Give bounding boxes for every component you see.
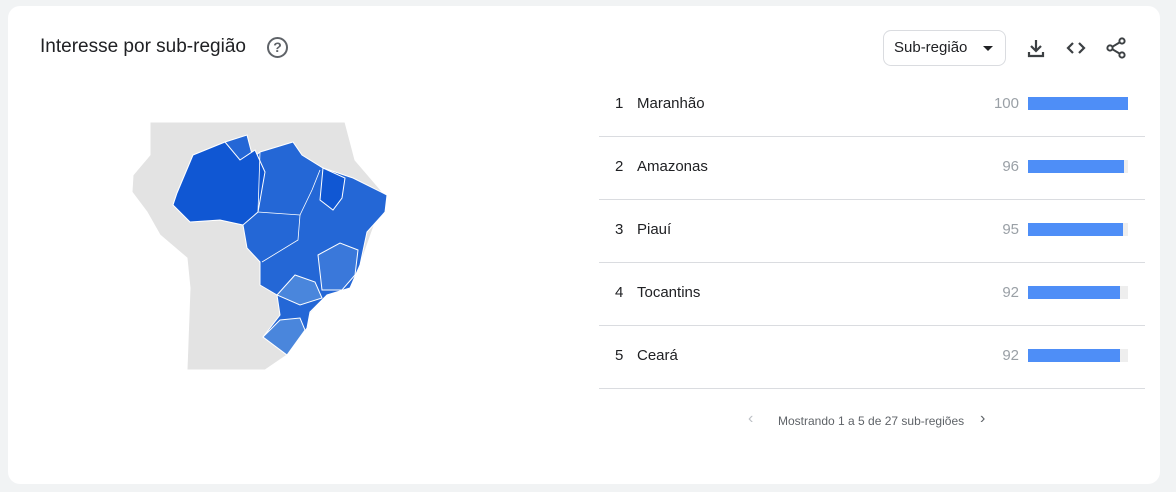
interest-value: 96 [1002,158,1019,175]
interest-bar [1028,286,1128,299]
interest-value: 95 [1002,221,1019,238]
rank: 4 [615,284,624,301]
interest-value: 92 [1002,347,1019,364]
interest-bar [1028,223,1128,236]
region-name: Amazonas [637,158,708,175]
interest-bar [1028,349,1128,362]
region-minas-gerais[interactable] [317,242,359,291]
brazil-map [131,121,388,371]
list-item[interactable]: 5 Ceará 92 [599,325,1145,389]
region-name: Piauí [637,221,672,238]
interest-bar-fill [1028,160,1124,173]
chevron-left-icon[interactable]: ‹ [748,410,754,427]
region-name: Maranhão [637,95,705,112]
list-item[interactable]: 2 Amazonas 96 [599,136,1145,200]
list-item[interactable]: 3 Piauí 95 [599,199,1145,263]
card-title: Interesse por sub-região [40,36,246,57]
chevron-right-icon[interactable]: › [980,410,986,427]
interest-bar-fill [1028,349,1120,362]
rank: 5 [615,347,624,364]
interest-bar-fill [1028,223,1123,236]
interest-value: 92 [1002,284,1019,301]
region-name: Ceará [637,347,678,364]
interest-value: 100 [993,95,1019,112]
interest-bar-fill [1028,286,1120,299]
select-value: Sub-região [894,39,968,56]
list-item[interactable]: 1 Maranhão 100 [599,73,1145,137]
help-circle-icon[interactable]: ? [267,37,288,58]
rank: 1 [615,95,624,112]
list-item[interactable]: 4 Tocantins 92 [599,262,1145,326]
rank: 2 [615,158,624,175]
embed-code-icon[interactable] [1064,36,1088,60]
download-icon[interactable] [1024,36,1048,60]
region-sao-paulo[interactable] [276,274,323,306]
caret-down-icon [983,46,993,51]
region-level-select[interactable]: Sub-região [883,30,1006,66]
region-maranhao[interactable] [319,167,346,211]
subregion-interest-card: Interesse por sub-região ? Sub-região 1 … [8,6,1160,484]
region-amazonas[interactable] [172,141,266,226]
region-name: Tocantins [637,284,701,301]
interest-bar-fill [1028,97,1128,110]
interest-bar [1028,97,1128,110]
interest-bar [1028,160,1128,173]
pagination-text: Mostrando 1 a 5 de 27 sub-regiões [778,414,965,428]
share-icon[interactable] [1104,36,1128,60]
state-borders [261,214,301,263]
rank: 3 [615,221,624,238]
region-rio-grande-do-sul[interactable] [262,317,306,356]
